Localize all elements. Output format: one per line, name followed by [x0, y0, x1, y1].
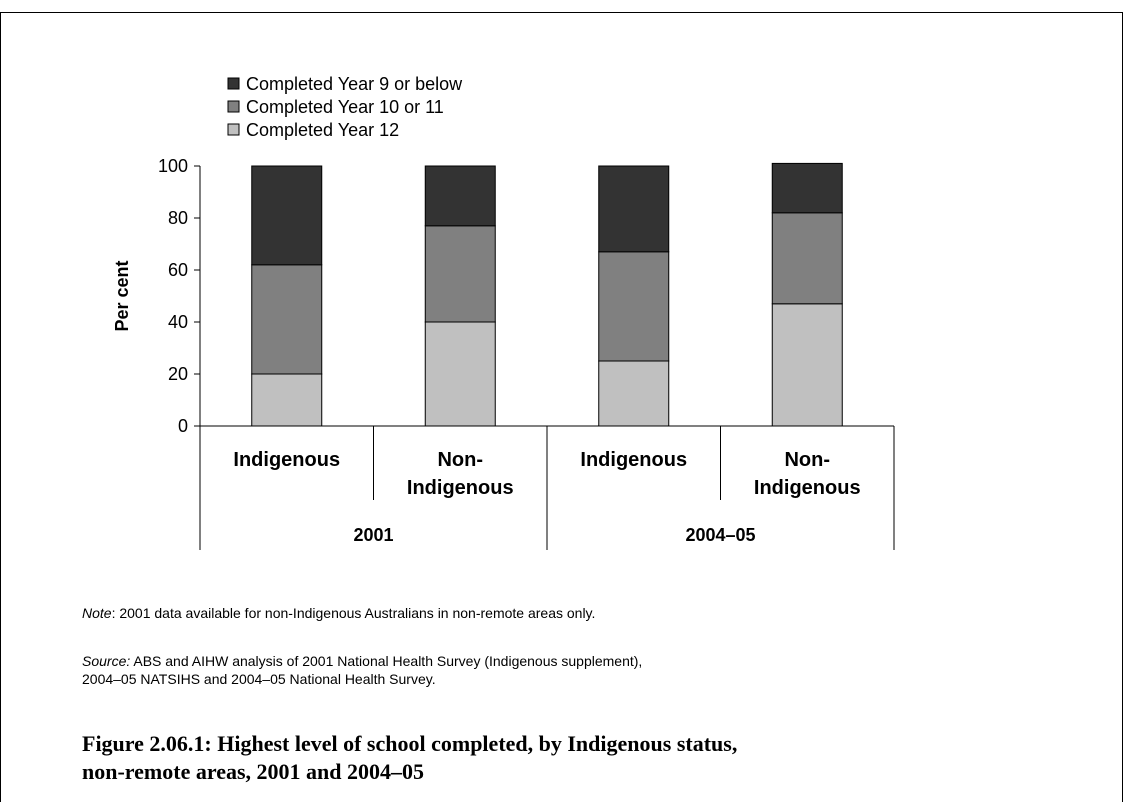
- bar-segment-2-2: [424, 225, 496, 323]
- x-category-label: Indigenous: [580, 449, 687, 471]
- caption-line2: non-remote areas, 2001 and 2004–05: [82, 759, 425, 784]
- y-tick-label: 80: [168, 208, 188, 228]
- x-group-label: 2004–05: [685, 525, 755, 545]
- y-tick-label: 40: [168, 312, 188, 332]
- note-label: Note: [82, 605, 112, 621]
- bar-segment-3-3: [598, 165, 670, 253]
- x-category-label: Indigenous: [233, 449, 340, 471]
- legend-swatch: [227, 123, 240, 136]
- figure-source: Source: ABS and AIHW analysis of 2001 Na…: [82, 652, 982, 688]
- bar-segment-3-2: [424, 165, 496, 227]
- legend-swatch: [227, 77, 240, 90]
- y-axis-label: Per cent: [112, 260, 132, 331]
- caption-line1: Figure 2.06.1: Highest level of school c…: [82, 731, 738, 756]
- legend-swatch: [227, 100, 240, 113]
- x-group-label: 2001: [353, 525, 393, 545]
- bar-segment-1-3: [598, 360, 670, 427]
- bar-segment-2-1: [251, 264, 323, 375]
- legend-label: Completed Year 10 or 11: [246, 97, 444, 117]
- note-text: : 2001 data available for non-Indigenous…: [111, 605, 596, 621]
- legend-label: Completed Year 12: [246, 120, 399, 140]
- bar-segment-1-1: [251, 373, 323, 427]
- bar-segment-3-1: [251, 165, 323, 266]
- x-category-label: Non-Indigenous: [407, 449, 514, 499]
- legend-label: Completed Year 9 or below: [246, 74, 463, 94]
- bar-segment-1-4: [771, 303, 843, 427]
- figure-caption: Figure 2.06.1: Highest level of school c…: [82, 730, 982, 786]
- source-label: Source:: [82, 653, 131, 669]
- y-tick-label: 20: [168, 364, 188, 384]
- bar-segment-2-4: [771, 212, 843, 305]
- y-tick-label: 0: [178, 416, 188, 436]
- figure-frame: [0, 12, 1123, 802]
- y-tick-label: 100: [158, 156, 188, 176]
- source-text-line2: 2004–05 NATSIHS and 2004–05 National Hea…: [82, 671, 436, 687]
- bar-segment-1-2: [424, 321, 496, 427]
- stacked-bar-chart: 0 20 40 60 80 100 Per cent Indigenous Non-Indige…: [112, 74, 895, 550]
- figure-note: Note: 2001 data available for non-Indige…: [82, 604, 595, 622]
- x-category-label: Non-Indigenous: [754, 449, 861, 499]
- y-tick-label: 60: [168, 260, 188, 280]
- bar-segment-2-3: [598, 251, 670, 362]
- source-text: ABS and AIHW analysis of 2001 National H…: [130, 653, 643, 669]
- bar-segment-3-4: [771, 162, 843, 214]
